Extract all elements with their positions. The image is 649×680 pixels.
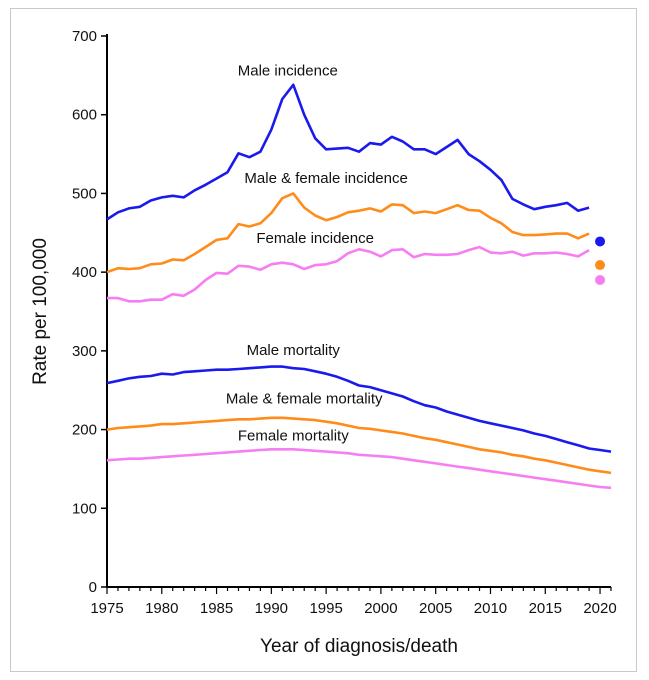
x-tick-label: 2015 — [529, 600, 562, 617]
y-tick-label: 700 — [72, 28, 97, 45]
y-tick-label: 300 — [72, 343, 97, 360]
x-tick-label: 2020 — [583, 600, 616, 617]
x-tick-label: 2010 — [474, 600, 507, 617]
point-2020 — [595, 260, 606, 271]
y-tick-label: 0 — [89, 579, 97, 596]
series-annotation: Male incidence — [238, 62, 338, 79]
y-tick-label: 200 — [72, 422, 97, 439]
y-axis-title: Rate per 100,000 — [30, 238, 51, 385]
series-annotation: Female incidence — [256, 230, 374, 247]
x-axis-title: Year of diagnosis/death — [260, 636, 458, 657]
labels-layer: Male incidence Male & female incidence Fem… — [226, 62, 408, 444]
series-annotation: Male & female incidence — [244, 170, 407, 187]
series-female-mortality-line — [106, 447, 612, 490]
series-annotation: Female mortality — [238, 428, 349, 445]
x-tick-label: 1980 — [145, 600, 178, 617]
series-male-and-female-incidence-line — [106, 192, 590, 274]
y-tick-label: 400 — [72, 264, 97, 281]
series-annotation: Male & female mortality — [226, 391, 383, 408]
point-2020 — [595, 275, 606, 286]
series-male-and-female-mortality-line — [106, 416, 612, 475]
y-tick-label: 600 — [72, 107, 97, 124]
axes: 0 100 200 300 400 500 600 700 1975 1980 1985 1990 19… — [72, 28, 617, 617]
point-2020 — [595, 236, 606, 247]
x-tick-label: 2005 — [419, 600, 452, 617]
y-tick-label: 100 — [72, 500, 97, 517]
x-tick-label: 2000 — [364, 600, 397, 617]
series-layer — [106, 83, 612, 490]
chart-frame — [10, 8, 637, 672]
series-male-mortality-line — [106, 365, 612, 453]
series-male-incidence-line — [106, 83, 590, 221]
x-tick-label: 1985 — [200, 600, 233, 617]
y-tick-label: 500 — [72, 185, 97, 202]
x-tick-label: 1995 — [309, 600, 342, 617]
x-tick-label: 1975 — [90, 600, 123, 617]
series-female-incidence-line — [107, 245, 590, 303]
x-tick-label: 1990 — [255, 600, 288, 617]
points-layer — [595, 236, 606, 286]
series-annotation: Male mortality — [247, 342, 341, 359]
